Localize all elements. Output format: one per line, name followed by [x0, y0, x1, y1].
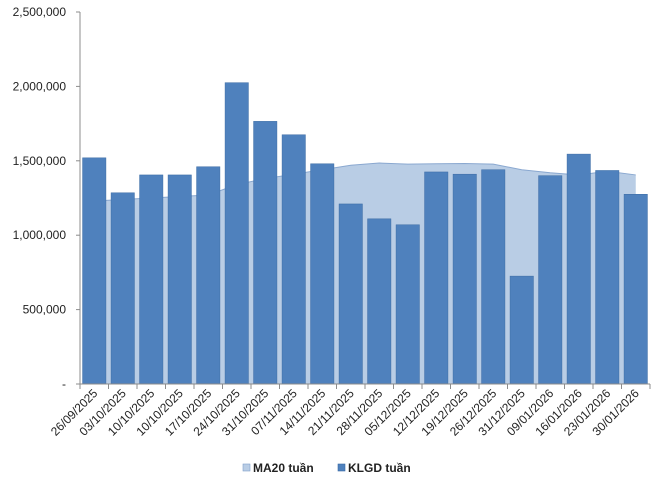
- bars-layer: [82, 82, 648, 385]
- bar-klgd: [139, 174, 164, 385]
- bar-klgd: [110, 192, 135, 385]
- legend-swatch-klgd: [337, 463, 346, 472]
- y-tick-label: -: [62, 377, 66, 391]
- bar-klgd: [82, 157, 107, 385]
- bar-klgd: [595, 170, 620, 385]
- y-tick-label: 2,500,000: [13, 5, 67, 19]
- legend-label-ma20: MA20 tuần: [253, 461, 314, 475]
- legend-label-klgd: KLGD tuần: [348, 461, 411, 475]
- legend: MA20 tuần KLGD tuần: [242, 461, 411, 475]
- bar-klgd: [338, 203, 363, 385]
- bar-klgd: [167, 174, 192, 385]
- bar-klgd: [566, 153, 591, 385]
- bar-klgd: [481, 169, 506, 385]
- bar-klgd: [367, 218, 392, 385]
- bar-klgd: [395, 224, 420, 385]
- y-tick-label: 1,500,000: [13, 154, 67, 168]
- bar-klgd: [253, 121, 278, 385]
- y-tick-label: 1,000,000: [13, 228, 67, 242]
- bar-klgd: [224, 82, 249, 385]
- y-tick-label: 500,000: [23, 303, 67, 317]
- bar-klgd: [509, 275, 534, 385]
- bar-klgd: [424, 171, 449, 385]
- bar-klgd: [196, 166, 221, 385]
- bar-klgd: [452, 173, 477, 385]
- y-tick-labels: - 500,000 1,000,000 1,500,000 2,000,000 2,500…: [13, 5, 67, 391]
- bar-klgd: [281, 134, 306, 385]
- axes-layer: [76, 11, 651, 389]
- bar-klgd: [623, 194, 648, 385]
- y-tick-label: 2,000,000: [13, 79, 67, 93]
- legend-swatch-ma20: [242, 463, 251, 472]
- bar-klgd: [538, 175, 563, 385]
- x-tick-labels: 26/09/202503/10/202510/10/202510/10/2025…: [48, 386, 642, 439]
- bar-klgd: [310, 163, 335, 385]
